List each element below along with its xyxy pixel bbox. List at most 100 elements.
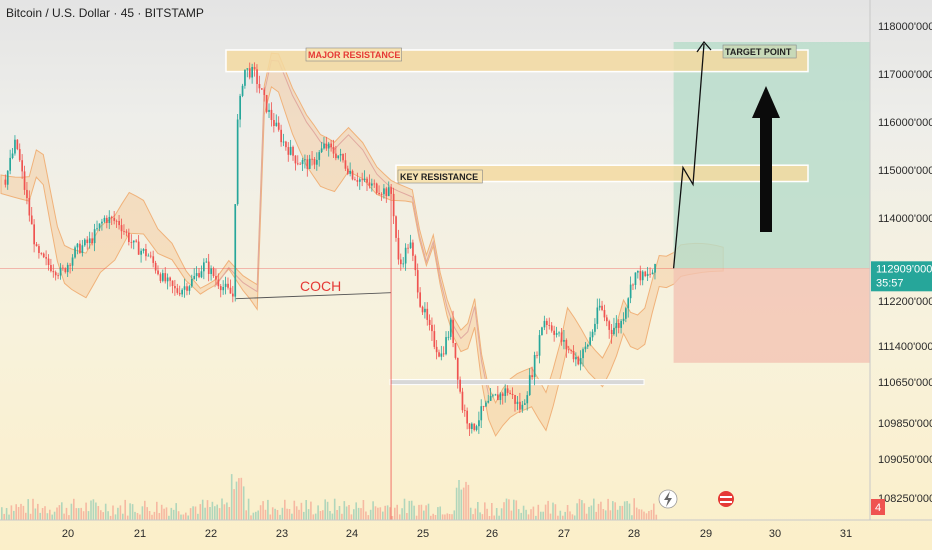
volume-bar [635, 507, 638, 520]
candle [103, 217, 106, 222]
volume-bar [532, 506, 535, 520]
candle [253, 67, 256, 70]
candle [227, 283, 229, 288]
volume-bar [396, 504, 398, 520]
candle [395, 216, 397, 238]
candle [140, 250, 142, 255]
volume-bar [410, 500, 413, 520]
volume-bar [148, 511, 151, 520]
volume-bar [408, 500, 411, 520]
volume-bar [3, 513, 5, 520]
candle [96, 228, 98, 230]
candle [366, 178, 368, 183]
x-tick-label: 22 [205, 528, 217, 540]
candle [644, 271, 647, 276]
candle [511, 393, 514, 395]
candle [98, 223, 101, 229]
volume-bar [8, 514, 10, 520]
candle [521, 404, 524, 410]
volume-bar [581, 500, 583, 520]
volume-bar [491, 503, 493, 520]
volume-bar [322, 510, 324, 520]
candle [414, 255, 417, 271]
candle [541, 327, 543, 336]
candle [52, 271, 55, 273]
y-tick-label: 118000'000 [878, 21, 932, 33]
volume-bar [353, 509, 355, 520]
candle [385, 188, 388, 197]
candle [186, 286, 188, 291]
candle [337, 155, 340, 159]
candle [275, 122, 278, 126]
volume-bar [626, 501, 628, 520]
support-zone [389, 379, 645, 386]
candle [344, 160, 347, 169]
volume-bar [281, 507, 284, 520]
volume-bar [418, 504, 420, 520]
candle [492, 395, 494, 397]
volume-bar [172, 509, 175, 520]
volume-bar [425, 505, 427, 520]
candle [154, 262, 157, 271]
volume-bar [34, 508, 37, 520]
candle [108, 216, 111, 223]
us-flag-stripe [720, 496, 732, 498]
candle [538, 335, 541, 356]
candle [123, 231, 125, 232]
candle [289, 146, 292, 155]
volume-bar [520, 512, 522, 520]
candle [449, 319, 452, 337]
volume-bar [493, 515, 495, 520]
candle [265, 95, 268, 112]
volume-bar [20, 503, 22, 520]
volume-bar [70, 503, 73, 520]
volume-bar [221, 498, 223, 520]
y-tick-label: 108250'000 [878, 493, 932, 505]
candle [222, 287, 225, 291]
candle [332, 147, 335, 154]
candle [21, 160, 23, 172]
volume-bar [460, 489, 463, 520]
candle [563, 340, 565, 342]
volume-bar [151, 514, 153, 520]
candle [38, 246, 40, 253]
volume-bar [588, 506, 590, 520]
y-tick-label: 111400'000 [878, 341, 932, 353]
volume-bar [51, 514, 53, 520]
candles [4, 62, 656, 437]
candle [620, 320, 622, 328]
volume-bar [129, 503, 131, 520]
volume-bar [146, 507, 148, 520]
candle [232, 293, 234, 297]
candle [649, 273, 651, 275]
volume-bar [87, 511, 90, 520]
candle [304, 159, 306, 161]
target-point-label-box [722, 44, 797, 59]
volume-bar [566, 505, 569, 520]
volume-bar [365, 511, 367, 520]
volume-bar [61, 502, 63, 520]
candle [480, 406, 483, 421]
volume-bar [607, 498, 609, 520]
volume-bar [401, 508, 403, 520]
candle [354, 179, 356, 181]
volume-bar [56, 507, 58, 520]
volume-bar [525, 509, 527, 520]
candle [6, 170, 9, 185]
volume-bar [552, 502, 554, 520]
volume-bar [488, 516, 491, 520]
volume-bar [609, 510, 612, 520]
candle [11, 153, 14, 158]
candle [570, 350, 572, 351]
stop-zone [673, 268, 870, 363]
candle [375, 183, 378, 193]
volume-bar [462, 487, 465, 520]
candle [342, 154, 344, 161]
candle [528, 375, 531, 396]
x-tick-label: 27 [558, 528, 570, 540]
candle [239, 95, 241, 120]
volume-bar [197, 513, 199, 520]
